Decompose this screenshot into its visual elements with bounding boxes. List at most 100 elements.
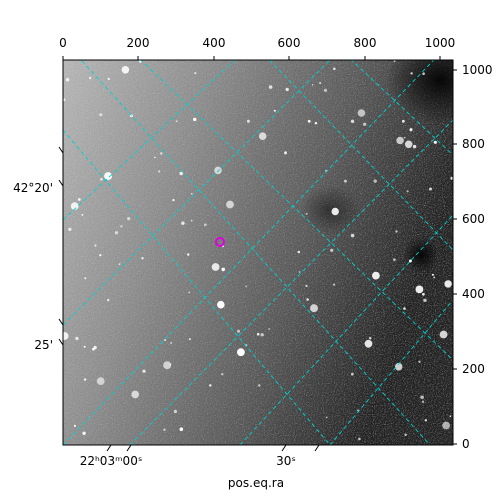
right-tick-label: 800 bbox=[462, 137, 485, 151]
star bbox=[170, 342, 173, 344]
top-x-axis: 0 200 400 600 800 1000 bbox=[59, 36, 455, 60]
star bbox=[214, 166, 222, 175]
star bbox=[325, 416, 328, 419]
dec-tick-label: 42°20' bbox=[13, 181, 53, 195]
dec-axis: 42°20' 25' bbox=[13, 146, 64, 352]
star bbox=[373, 179, 377, 183]
star bbox=[188, 338, 191, 341]
right-tick-label: 200 bbox=[462, 362, 485, 376]
star bbox=[330, 248, 334, 252]
star bbox=[333, 283, 336, 286]
star bbox=[99, 254, 102, 257]
grid-line bbox=[63, 60, 435, 445]
star bbox=[221, 373, 224, 376]
star bbox=[194, 72, 197, 75]
star bbox=[298, 271, 301, 273]
star bbox=[369, 337, 372, 340]
star bbox=[433, 140, 437, 144]
star bbox=[92, 347, 95, 351]
star bbox=[237, 329, 240, 333]
star bbox=[100, 178, 103, 181]
ra-axis: 22ʰ03ᵐ00ˢ 30ˢ bbox=[80, 444, 320, 468]
star bbox=[433, 276, 436, 279]
star bbox=[204, 223, 207, 226]
star bbox=[395, 230, 398, 233]
star bbox=[401, 119, 405, 123]
x-axis-title: pos.eq.ra bbox=[228, 476, 284, 490]
grid-line bbox=[80, 60, 431, 445]
star bbox=[431, 273, 434, 276]
dec-tick-label: 25' bbox=[34, 338, 53, 352]
star bbox=[273, 109, 276, 112]
star bbox=[120, 225, 123, 228]
star bbox=[258, 132, 267, 140]
star bbox=[393, 258, 396, 262]
top-tick-label: 600 bbox=[278, 36, 301, 50]
star bbox=[245, 285, 247, 288]
star bbox=[63, 98, 66, 102]
star bbox=[404, 140, 413, 149]
plot-frame bbox=[62, 59, 454, 446]
star bbox=[394, 362, 403, 371]
star bbox=[82, 431, 86, 435]
star bbox=[99, 113, 103, 117]
star bbox=[164, 339, 166, 341]
top-tick-label: 1000 bbox=[425, 36, 456, 50]
star bbox=[260, 333, 264, 337]
star bbox=[372, 271, 380, 280]
star bbox=[190, 192, 193, 195]
star bbox=[187, 253, 190, 256]
star bbox=[424, 419, 427, 422]
right-tick-label: 0 bbox=[462, 437, 470, 451]
star bbox=[83, 378, 87, 381]
star bbox=[175, 120, 178, 123]
star bbox=[84, 277, 87, 280]
star bbox=[193, 117, 197, 122]
star bbox=[284, 151, 287, 155]
star bbox=[350, 233, 355, 238]
star bbox=[107, 77, 110, 81]
star bbox=[364, 339, 373, 348]
star bbox=[319, 82, 322, 84]
star bbox=[406, 190, 409, 193]
coordinate-grid bbox=[63, 60, 453, 445]
star bbox=[65, 78, 70, 82]
star bbox=[323, 88, 328, 92]
star bbox=[429, 187, 432, 191]
star bbox=[423, 298, 427, 302]
top-tick-label: 400 bbox=[203, 36, 226, 50]
star bbox=[104, 172, 113, 181]
star bbox=[121, 66, 130, 74]
grid-line bbox=[329, 299, 453, 445]
star bbox=[449, 415, 452, 418]
star bbox=[131, 390, 139, 399]
star bbox=[63, 332, 69, 340]
star bbox=[409, 128, 413, 131]
star bbox=[408, 259, 412, 263]
right-tick-label: 600 bbox=[462, 212, 485, 226]
star bbox=[415, 285, 424, 294]
star bbox=[310, 304, 318, 313]
star bbox=[114, 231, 119, 235]
star bbox=[217, 300, 225, 309]
star bbox=[351, 372, 354, 376]
star bbox=[442, 421, 450, 430]
star bbox=[172, 198, 175, 202]
star bbox=[403, 307, 406, 310]
star bbox=[141, 257, 144, 260]
star bbox=[81, 214, 84, 216]
grid-line bbox=[239, 214, 453, 445]
star bbox=[412, 144, 417, 149]
star bbox=[106, 298, 110, 302]
grid-line bbox=[350, 60, 453, 156]
star bbox=[127, 217, 131, 221]
star-field bbox=[63, 60, 453, 441]
star bbox=[314, 122, 318, 125]
star bbox=[179, 427, 184, 432]
star bbox=[331, 207, 339, 216]
star bbox=[158, 170, 161, 173]
right-tick-label: 1000 bbox=[462, 63, 493, 77]
top-tick-label: 800 bbox=[354, 36, 377, 50]
star bbox=[160, 152, 163, 155]
